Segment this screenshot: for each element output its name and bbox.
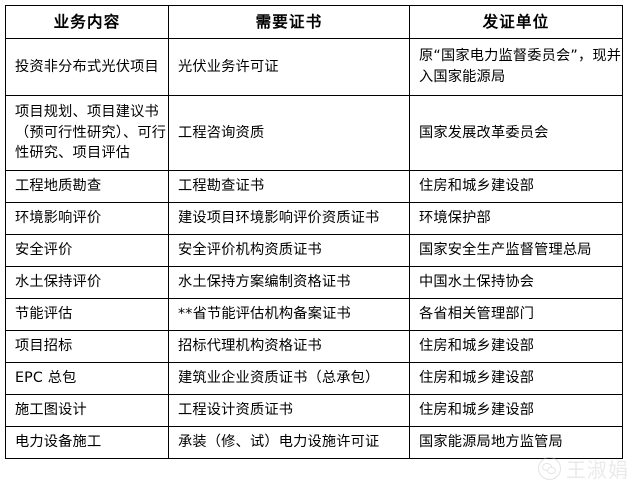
cell-certificate: 工程设计资质证书 bbox=[168, 394, 410, 427]
wechat-logo-icon bbox=[538, 457, 561, 480]
cell-certificate: 安全评价机构资质证书 bbox=[168, 234, 410, 267]
table-row: 施工图设计 工程设计资质证书 住房和城乡建设部 bbox=[5, 394, 623, 427]
cell-issuer: 国家安全生产监督管理总局 bbox=[409, 234, 623, 267]
table-body: 投资非分布式光伏项目 光伏业务许可证 原“国家电力监督委员会”，现并入国家能源局… bbox=[5, 38, 623, 459]
table-row: EPC 总包 建筑业企业资质证书（总承包） 住房和城乡建设部 bbox=[5, 362, 623, 395]
table-row: 水土保持评价 水土保持方案编制资格证书 中国水土保持协会 bbox=[5, 266, 623, 299]
cell-certificate: 光伏业务许可证 bbox=[168, 38, 410, 96]
cell-issuer: 住房和城乡建设部 bbox=[409, 330, 623, 363]
cell-issuer: 住房和城乡建设部 bbox=[409, 362, 623, 395]
certificate-requirements-table: 业务内容 需要证书 发证单位 投资非分布式光伏项目 光伏业务许可证 原“国家电力… bbox=[5, 5, 623, 459]
cell-issuer: 各省相关管理部门 bbox=[409, 298, 623, 331]
cell-issuer: 中国水土保持协会 bbox=[409, 266, 623, 299]
cell-issuer: 国家能源局地方监管局 bbox=[409, 426, 623, 459]
cell-certificate: 建设项目环境影响评价资质证书 bbox=[168, 202, 410, 235]
cell-certificate: **省节能评估机构备案证书 bbox=[168, 298, 410, 331]
cell-certificate: 工程勘查证书 bbox=[168, 170, 410, 203]
cell-issuer: 住房和城乡建设部 bbox=[409, 170, 623, 203]
cell-business: 节能评估 bbox=[5, 298, 169, 331]
cell-business: 电力设备施工 bbox=[5, 426, 169, 459]
table-row: 项目规划、项目建议书（预可行性研究）、可行性研究、项目评估 工程咨询资质 国家发… bbox=[5, 95, 623, 171]
table-row: 环境影响评价 建设项目环境影响评价资质证书 环境保护部 bbox=[5, 202, 623, 235]
cell-business: 项目招标 bbox=[5, 330, 169, 363]
cell-business: 工程地质勘查 bbox=[5, 170, 169, 203]
cell-business: 项目规划、项目建议书（预可行性研究）、可行性研究、项目评估 bbox=[5, 95, 169, 171]
table-row: 项目招标 招标代理机构资格证书 住房和城乡建设部 bbox=[5, 330, 623, 363]
cell-issuer: 住房和城乡建设部 bbox=[409, 394, 623, 427]
cell-business: 水土保持评价 bbox=[5, 266, 169, 299]
cell-certificate: 工程咨询资质 bbox=[168, 95, 410, 171]
table-header-row: 业务内容 需要证书 发证单位 bbox=[5, 5, 623, 39]
table-row: 节能评估 **省节能评估机构备案证书 各省相关管理部门 bbox=[5, 298, 623, 331]
cell-certificate: 建筑业企业资质证书（总承包） bbox=[168, 362, 410, 395]
cell-business: 安全评价 bbox=[5, 234, 169, 267]
cell-issuer: 环境保护部 bbox=[409, 202, 623, 235]
column-header-business: 业务内容 bbox=[5, 5, 169, 39]
table-row: 安全评价 安全评价机构资质证书 国家安全生产监督管理总局 bbox=[5, 234, 623, 267]
cell-certificate: 招标代理机构资格证书 bbox=[168, 330, 410, 363]
column-header-certificate: 需要证书 bbox=[168, 5, 410, 39]
table-row: 电力设备施工 承装（修、试）电力设施许可证 国家能源局地方监管局 bbox=[5, 426, 623, 459]
table-row: 投资非分布式光伏项目 光伏业务许可证 原“国家电力监督委员会”，现并入国家能源局 bbox=[5, 38, 623, 96]
cell-business: 环境影响评价 bbox=[5, 202, 169, 235]
cell-business: EPC 总包 bbox=[5, 362, 169, 395]
cell-certificate: 水土保持方案编制资格证书 bbox=[168, 266, 410, 299]
table-row: 工程地质勘查 工程勘查证书 住房和城乡建设部 bbox=[5, 170, 623, 203]
cell-business: 施工图设计 bbox=[5, 394, 169, 427]
cell-business: 投资非分布式光伏项目 bbox=[5, 38, 169, 96]
column-header-issuer: 发证单位 bbox=[409, 5, 623, 39]
cell-issuer: 国家发展改革委员会 bbox=[409, 95, 623, 171]
cell-issuer: 原“国家电力监督委员会”，现并入国家能源局 bbox=[409, 38, 623, 96]
table-header: 业务内容 需要证书 发证单位 bbox=[5, 5, 623, 39]
cell-certificate: 承装（修、试）电力设施许可证 bbox=[168, 426, 410, 459]
